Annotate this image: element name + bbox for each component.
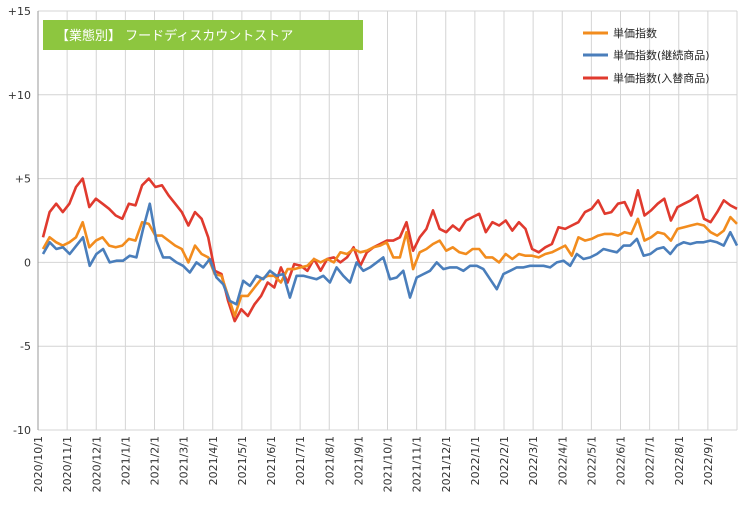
y-tick-label: 0	[24, 256, 31, 269]
x-tick-label: 2022/9/1	[702, 436, 715, 485]
y-tick-label: -5	[20, 340, 31, 353]
x-tick-label: 2021/1/1	[119, 436, 132, 485]
x-tick-label: 2021/7/1	[294, 436, 307, 485]
x-tick-label: 2021/11/1	[411, 436, 424, 492]
x-tick-label: 2021/4/1	[207, 436, 220, 485]
x-tick-label: 2022/5/1	[585, 436, 598, 485]
x-tick-label: 2020/12/1	[90, 436, 103, 492]
x-tick-label: 2021/6/1	[265, 436, 278, 485]
x-tick-label: 2022/6/1	[615, 436, 628, 485]
chart-title-background	[43, 20, 363, 50]
legend-label-continuing-items: 単価指数(継続商品)	[613, 48, 710, 62]
chart-title-text: 【業態別】 フードディスカウントストア	[56, 28, 293, 44]
x-tick-label: 2020/11/1	[61, 436, 74, 492]
y-tick-label: +15	[8, 5, 31, 18]
x-tick-label: 2021/12/1	[440, 436, 453, 492]
legend: 単価指数 単価指数(継続商品) 単価指数(入替商品)	[583, 26, 710, 85]
x-tick-label: 2022/3/1	[527, 436, 540, 485]
series-lines	[41, 177, 739, 323]
y-tick-label: -10	[13, 424, 31, 437]
y-tick-label: +5	[15, 173, 31, 186]
x-tick-label: 2022/1/1	[469, 436, 482, 485]
series-line-2	[41, 177, 738, 323]
x-tick-label: 2020/10/1	[32, 436, 45, 492]
y-tick-label: +10	[8, 89, 31, 102]
chart-title: 【業態別】 フードディスカウントストア	[43, 20, 363, 50]
x-tick-label: 2022/2/1	[498, 436, 511, 485]
legend-label-unit-price: 単価指数	[613, 26, 657, 40]
x-tick-label: 2021/3/1	[178, 436, 191, 485]
x-tick-label: 2022/4/1	[556, 436, 569, 485]
gridlines	[37, 10, 738, 431]
series-line-1	[41, 202, 739, 306]
x-tick-label: 2021/9/1	[352, 436, 365, 485]
legend-label-replaced-items: 単価指数(入替商品)	[613, 71, 710, 85]
x-tick-label: 2021/10/1	[382, 436, 395, 492]
x-tick-label: 2022/7/1	[644, 436, 657, 485]
series-line-0	[41, 215, 738, 318]
x-tick-label: 2021/2/1	[149, 436, 162, 485]
x-tick-label: 2021/5/1	[236, 436, 249, 485]
x-tick-label: 2021/8/1	[323, 436, 336, 485]
x-tick-label: 2022/8/1	[673, 436, 686, 485]
